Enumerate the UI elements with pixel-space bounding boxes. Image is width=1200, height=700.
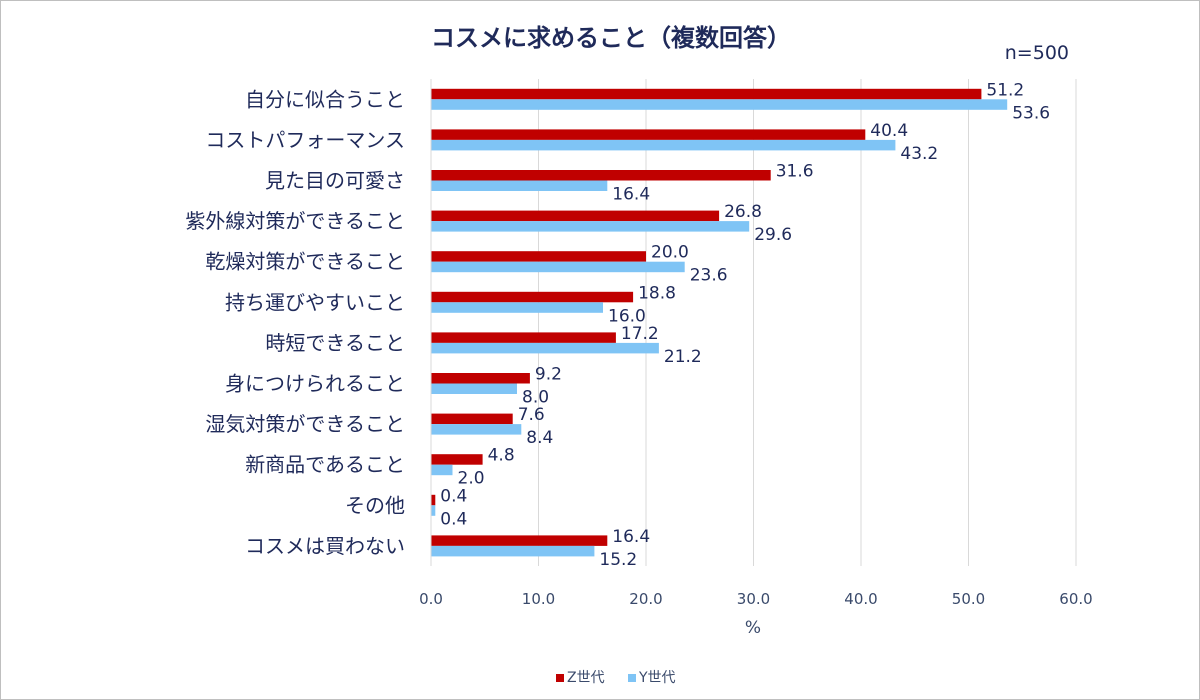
category-label: 時短できること bbox=[265, 331, 405, 355]
bar-y bbox=[431, 302, 603, 313]
category-label: 自分に似合うこと bbox=[245, 87, 405, 111]
data-label-z: 9.2 bbox=[535, 365, 562, 385]
bar-z bbox=[431, 494, 436, 506]
category-label: 紫外線対策ができること bbox=[185, 209, 405, 233]
bar-z bbox=[431, 535, 608, 546]
x-tick-label: 40.0 bbox=[844, 590, 877, 608]
category-label: 持ち運びやすいこと bbox=[225, 290, 405, 314]
category-label: コストパフォーマンス bbox=[205, 128, 405, 152]
bar-z bbox=[431, 251, 646, 262]
data-label-y: 23.6 bbox=[690, 266, 728, 286]
legend-swatch-y bbox=[628, 674, 636, 682]
bar-z bbox=[431, 129, 866, 140]
legend: Z世代 Y世代 bbox=[556, 670, 676, 686]
data-label-z: 18.8 bbox=[638, 283, 676, 303]
bar-z bbox=[431, 170, 771, 181]
data-label-z: 40.4 bbox=[870, 121, 908, 141]
x-tick-label: 60.0 bbox=[1059, 590, 1092, 608]
bar-y bbox=[431, 505, 436, 516]
data-label-y: 8.4 bbox=[526, 428, 553, 448]
bar-y bbox=[431, 99, 1008, 110]
category-labels: 自分に似合うことコストパフォーマンス見た目の可愛さ紫外線対策ができること乾燥対策… bbox=[185, 87, 405, 558]
legend-swatch-z bbox=[556, 674, 564, 682]
data-label-z: 0.4 bbox=[440, 486, 467, 506]
data-label-y: 15.2 bbox=[599, 550, 637, 570]
data-label-y: 43.2 bbox=[900, 144, 938, 164]
data-label-y: 2.0 bbox=[458, 469, 485, 489]
data-label-y: 0.4 bbox=[440, 509, 467, 529]
data-label-z: 7.6 bbox=[518, 405, 545, 425]
bar-z bbox=[431, 413, 513, 425]
bar-y bbox=[431, 424, 522, 435]
bar-y bbox=[431, 342, 659, 354]
category-label: 身につけられること bbox=[225, 372, 405, 396]
data-label-y: 21.2 bbox=[664, 347, 702, 367]
bar-y bbox=[431, 545, 595, 557]
category-label: 新商品であること bbox=[245, 453, 405, 477]
data-label-z: 26.8 bbox=[724, 202, 762, 222]
bar-y bbox=[431, 221, 750, 232]
data-label-z: 4.8 bbox=[488, 446, 515, 466]
bar-y bbox=[431, 139, 896, 151]
bar-z bbox=[431, 332, 616, 343]
legend-label-z: Z世代 bbox=[567, 670, 605, 686]
sample-size-note: n=500 bbox=[1005, 42, 1069, 64]
gridlines bbox=[538, 79, 1077, 566]
category-label: 乾燥対策ができること bbox=[205, 250, 405, 274]
data-label-z: 31.6 bbox=[776, 162, 814, 182]
data-label-z: 16.4 bbox=[612, 527, 650, 547]
data-label-z: 20.0 bbox=[651, 243, 689, 263]
x-tick-label: 50.0 bbox=[952, 590, 985, 608]
bar-z bbox=[431, 454, 483, 465]
x-tick-label: 30.0 bbox=[737, 590, 770, 608]
x-tick-labels: 0.0 10.0 20.0 30.0 40.0 50.0 60.0 bbox=[419, 590, 1093, 608]
bar-y bbox=[431, 383, 517, 394]
data-labels: 51.2 53.6 40.4 43.2 31.6 16.4 26.8 29.6 20.023.6… bbox=[440, 80, 1050, 570]
category-label: 見た目の可愛さ bbox=[265, 169, 405, 193]
bar-z bbox=[431, 210, 720, 222]
bar-z bbox=[431, 373, 530, 384]
x-tick-label: 20.0 bbox=[629, 590, 662, 608]
category-label: 湿気対策ができること bbox=[205, 412, 405, 436]
chart-title: コスメに求めること（複数回答） bbox=[431, 24, 791, 52]
data-label-z: 51.2 bbox=[986, 80, 1024, 100]
x-axis-label: % bbox=[745, 618, 761, 638]
x-tick-label: 0.0 bbox=[419, 590, 443, 608]
legend-label-y: Y世代 bbox=[638, 670, 676, 686]
data-label-z: 17.2 bbox=[621, 324, 659, 344]
category-label: コスメは買わない bbox=[245, 534, 405, 558]
data-label-y: 16.4 bbox=[612, 185, 650, 205]
category-label: その他 bbox=[345, 493, 405, 517]
bar-y bbox=[431, 464, 453, 476]
bar-y bbox=[431, 180, 608, 191]
data-label-y: 8.0 bbox=[522, 388, 549, 408]
bar-y bbox=[431, 261, 685, 273]
data-label-y: 53.6 bbox=[1012, 103, 1050, 123]
bar-z bbox=[431, 291, 634, 303]
x-tick-label: 10.0 bbox=[522, 590, 555, 608]
data-label-y: 16.0 bbox=[608, 306, 646, 326]
bars bbox=[431, 88, 1008, 557]
data-label-y: 29.6 bbox=[754, 225, 792, 245]
bar-z bbox=[431, 88, 982, 100]
